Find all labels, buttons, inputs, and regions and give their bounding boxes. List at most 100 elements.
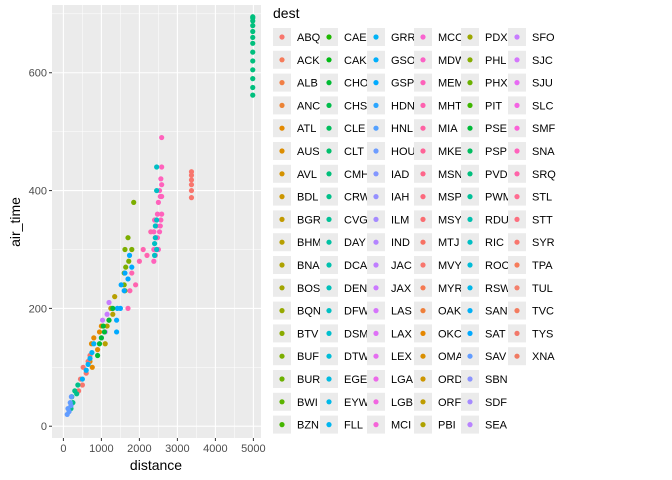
legend-key-dot [373, 57, 379, 63]
legend-label: PBI [438, 420, 456, 432]
legend-item: LGB [367, 392, 413, 411]
legend-item: ORD [414, 370, 463, 388]
data-point [136, 258, 142, 264]
data-point [152, 240, 158, 247]
legend-label: SMF [532, 123, 556, 135]
legend-item: PDX [461, 28, 508, 46]
legend-key-dot [514, 216, 520, 222]
legend-item: BUR [273, 370, 320, 388]
legend-label: MYR [438, 283, 463, 295]
data-point [101, 329, 108, 335]
legend-key-dot [373, 376, 379, 382]
legend-key-dot [514, 102, 520, 108]
legend-item: SAV [461, 347, 507, 366]
legend-item: ILM [367, 210, 409, 229]
data-point [68, 402, 74, 409]
legend-label: DCA [344, 260, 368, 272]
legend-key-dot [326, 399, 332, 405]
data-point [110, 305, 116, 311]
legend-item: CHO [320, 73, 369, 92]
data-point [133, 282, 139, 288]
legend-key-dot [279, 148, 285, 154]
y-axis-title: air_time [7, 197, 23, 247]
legend-key-dot [326, 285, 332, 291]
legend-label: SAT [485, 328, 506, 340]
legend-item: MKE [414, 142, 462, 160]
legend-key-dot [420, 148, 426, 154]
data-point [121, 288, 127, 294]
legend-label: ALB [297, 78, 318, 90]
legend-item: GSP [367, 73, 414, 92]
legend-label: CAE [344, 32, 367, 44]
legend-key-dot [420, 171, 426, 177]
data-point [68, 394, 74, 400]
legend-label: LGA [391, 374, 414, 386]
data-point [75, 382, 81, 388]
legend-label: PIT [485, 100, 502, 112]
legend-key-dot [279, 422, 285, 428]
legend-label: MKE [438, 146, 462, 158]
legend-label: MVY [438, 260, 463, 272]
y-tick-label: 400 [29, 186, 47, 198]
data-point [188, 187, 195, 194]
legend-key-dot [326, 194, 332, 200]
legend-label: SAN [485, 306, 508, 318]
data-point [127, 288, 133, 294]
legend-key-dot [326, 308, 332, 314]
legend-key-dot [326, 102, 332, 108]
legend-label: DSM [344, 328, 368, 340]
legend-item: DSM [320, 324, 368, 343]
legend-label: HDN [391, 100, 415, 112]
data-point [126, 252, 133, 258]
legend-key-dot [420, 308, 426, 314]
legend-key-dot [467, 239, 473, 245]
legend-key-dot [373, 239, 379, 245]
legend-label: HNL [391, 123, 413, 135]
y-axis-ticks: 0 200 400 600 [29, 68, 52, 433]
legend-key-dot [514, 125, 520, 131]
legend-label: IND [391, 237, 410, 249]
x-tick-label: 5000 [241, 443, 265, 455]
legend-label: DFW [344, 306, 370, 318]
legend-item: OMA [414, 347, 464, 366]
data-point [98, 335, 104, 341]
legend-key-dot [279, 353, 285, 359]
legend-label: ANC [297, 100, 320, 112]
legend-key-dot [420, 125, 426, 131]
legend-item: JAC [367, 256, 412, 274]
legend-item: MSP [414, 187, 462, 206]
data-point [159, 211, 165, 217]
legend-item: SRQ [508, 164, 556, 183]
legend-key-dot [467, 125, 473, 131]
data-point [66, 408, 72, 415]
legend-label: BHM [297, 237, 321, 249]
data-point [89, 349, 95, 356]
data-point [125, 276, 131, 282]
legend-item: CLE [320, 119, 365, 138]
legend-key-dot [373, 216, 379, 222]
legend-item: BUF [273, 347, 319, 366]
legend-item: MIA [414, 119, 458, 138]
legend-item: IND [367, 233, 410, 252]
data-point [152, 235, 158, 241]
legend-item: OKC [414, 324, 462, 343]
legend-item: BZN [273, 415, 319, 434]
legend-label: RDU [485, 214, 509, 226]
legend-key-dot [373, 353, 379, 359]
legend-key-dot [279, 399, 285, 405]
legend-item: LGA [367, 370, 414, 388]
data-point [158, 217, 164, 223]
legend-item: ATL [273, 119, 316, 138]
legend-item: DTW [320, 347, 370, 366]
legend-label: IAH [391, 192, 409, 204]
legend-key-dot [373, 34, 379, 40]
legend-key-dot [279, 376, 285, 382]
legend-key-dot [420, 194, 426, 200]
legend-label: SBN [485, 374, 508, 386]
legend-key-dot [373, 308, 379, 314]
legend-item: MHT [414, 96, 462, 115]
legend-key-dot [514, 330, 520, 336]
data-point [140, 246, 146, 253]
legend-item: BHM [273, 233, 321, 252]
legend-item: GRR [367, 28, 416, 46]
